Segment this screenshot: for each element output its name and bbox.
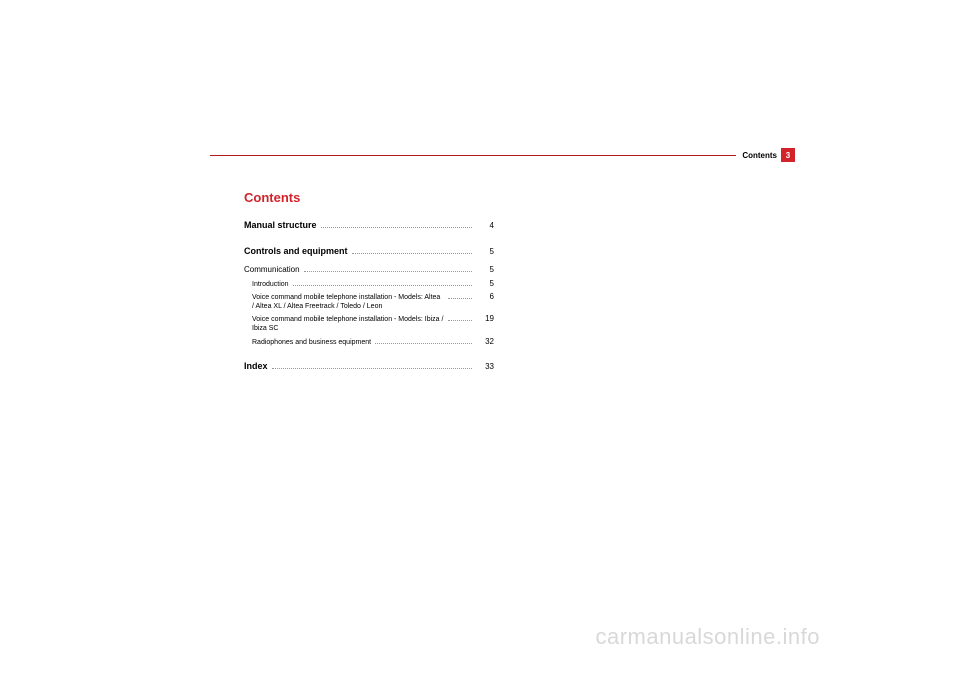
toc-page-number: 19 [476, 314, 494, 324]
toc-entry-communication: Communication 5 [244, 265, 494, 275]
document-page: Contents 3 Contents Manual structure 4 C… [0, 0, 960, 678]
toc-page-number: 33 [476, 362, 494, 372]
toc-page-number: 5 [476, 265, 494, 275]
toc-page-number: 32 [476, 337, 494, 347]
page-title: Contents [244, 190, 300, 205]
toc-label: Voice command mobile telephone installat… [244, 293, 444, 311]
toc-page-number: 5 [476, 279, 494, 289]
toc-entry-introduction: Introduction 5 [244, 279, 494, 289]
leader-dots [448, 298, 472, 299]
toc-label: Introduction [244, 280, 289, 289]
toc-label: Communication [244, 265, 300, 275]
toc-label: Voice command mobile telephone installat… [244, 315, 444, 333]
leader-dots [375, 343, 472, 344]
page-number: 3 [781, 148, 795, 162]
header-rule [210, 155, 736, 156]
toc-entry-controls-equipment: Controls and equipment 5 [244, 246, 494, 258]
toc-label: Controls and equipment [244, 246, 348, 258]
toc-label: Index [244, 361, 268, 373]
toc-page-number: 5 [476, 247, 494, 257]
toc-entry-voice-ibiza: Voice command mobile telephone installat… [244, 314, 494, 333]
leader-dots [293, 285, 472, 286]
watermark-text: carmanualsonline.info [595, 624, 820, 650]
header-section-label: Contents [742, 151, 777, 160]
toc-entry-index: Index 33 [244, 361, 494, 373]
toc-entry-manual-structure: Manual structure 4 [244, 220, 494, 232]
toc-label: Radiophones and business equipment [244, 338, 371, 347]
toc-page-number: 6 [476, 292, 494, 302]
leader-dots [352, 253, 473, 254]
leader-dots [321, 227, 472, 228]
table-of-contents: Manual structure 4 Controls and equipmen… [244, 220, 494, 379]
page-header: Contents 3 [210, 148, 795, 162]
toc-entry-voice-altea: Voice command mobile telephone installat… [244, 292, 494, 311]
leader-dots [448, 320, 472, 321]
toc-label: Manual structure [244, 220, 317, 232]
leader-dots [272, 368, 472, 369]
leader-dots [304, 271, 472, 272]
toc-page-number: 4 [476, 221, 494, 231]
toc-entry-radiophones: Radiophones and business equipment 32 [244, 337, 494, 347]
